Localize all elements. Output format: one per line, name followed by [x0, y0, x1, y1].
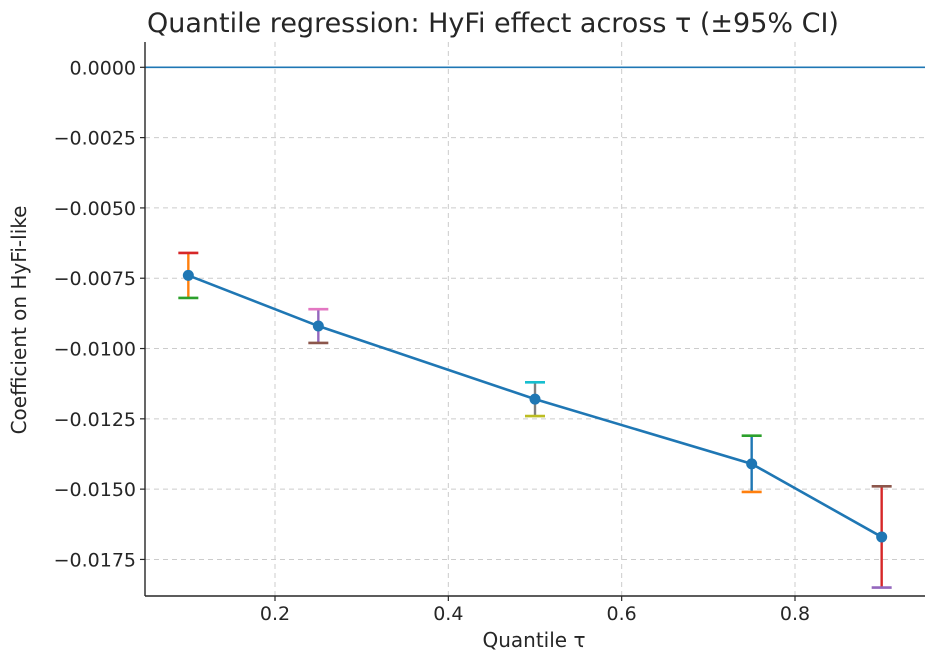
y-tick-label: 0.0000 — [70, 57, 136, 79]
y-axis-label: Coefficient on HyFi-like — [7, 206, 31, 435]
data-point — [746, 458, 758, 470]
y-tick-label: −0.0075 — [54, 268, 136, 290]
data-point — [529, 393, 541, 405]
data-point — [312, 320, 324, 332]
data-point — [182, 269, 194, 281]
x-tick-label: 0.6 — [607, 603, 637, 625]
y-tick-label: −0.0150 — [54, 479, 136, 501]
x-axis-label: Quantile τ — [482, 628, 585, 652]
ticks: 0.2 0.4 0.6 0.8 0.0000 −0.0025 −0.0050 −0.0075 −… — [54, 57, 811, 625]
y-tick-label: −0.0025 — [54, 128, 136, 150]
x-tick-label: 0.4 — [433, 603, 463, 625]
grid — [145, 42, 925, 596]
chart-title: Quantile regression: HyFi effect across … — [147, 8, 839, 39]
series — [178, 251, 892, 589]
axes — [144, 42, 925, 597]
x-tick-label: 0.2 — [260, 603, 290, 625]
data-point — [876, 531, 888, 543]
y-tick-label: −0.0100 — [54, 339, 136, 361]
y-tick-label: −0.0125 — [54, 409, 136, 431]
y-tick-label: −0.0175 — [54, 549, 136, 571]
x-tick-label: 0.8 — [780, 603, 810, 625]
y-tick-label: −0.0050 — [54, 198, 136, 220]
